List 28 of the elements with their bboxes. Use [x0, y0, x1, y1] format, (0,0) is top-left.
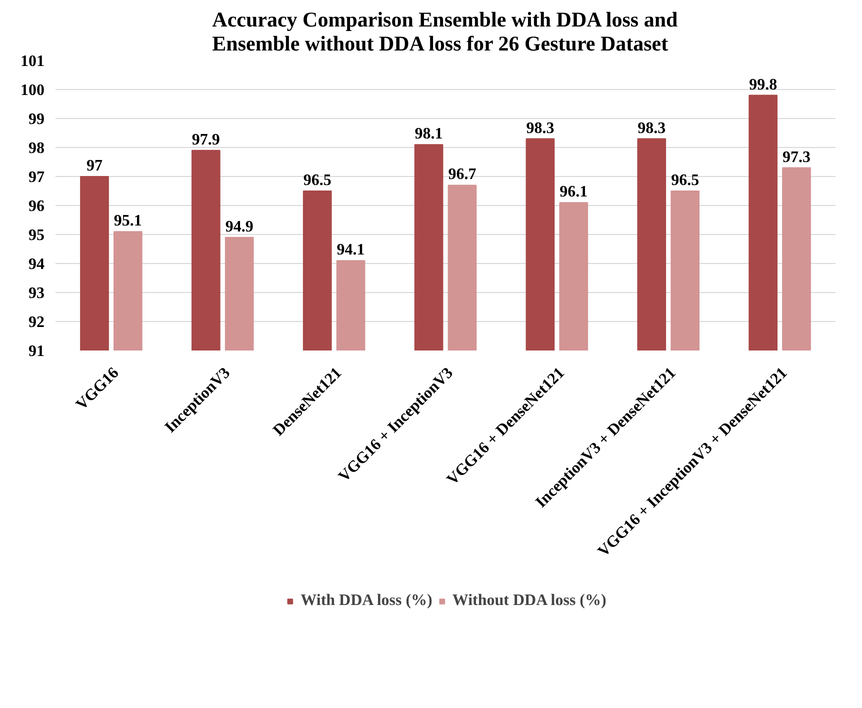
data-label: 94.9	[225, 218, 254, 236]
y-tick-label: 92	[28, 314, 44, 331]
data-label: 97	[86, 158, 102, 174]
data-label: 96.5	[303, 172, 332, 189]
y-tick-label: 91	[28, 343, 44, 360]
legend-label: Without DDA loss (%)	[452, 592, 606, 610]
y-tick-label: 101	[20, 53, 44, 70]
chart-title: Accuracy Comparison Ensemble with DDA loss and Ensemble without DDA loss for 26 Gesture Dataset	[212, 8, 678, 56]
data-label: 94.1	[336, 242, 365, 259]
y-tick-label: 94	[28, 256, 44, 273]
y-tick-label: 93	[28, 285, 44, 302]
y-tick-label: 95	[28, 227, 44, 244]
y-tick-label: 98	[28, 140, 44, 157]
data-label: 95.1	[114, 212, 142, 230]
data-label: 98.3	[638, 120, 666, 137]
y-tick-label: 97	[28, 169, 44, 186]
data-label: 98.3	[526, 120, 554, 137]
data-label: 97.9	[192, 131, 220, 148]
data-label: 97.3	[782, 148, 810, 166]
legend-label: With DDA loss (%)	[300, 592, 432, 610]
y-tick-label: 100	[20, 82, 44, 99]
data-label: 96.7	[448, 166, 476, 184]
data-label: 99.8	[749, 76, 778, 94]
y-tick-label: 96	[28, 198, 44, 215]
data-label: 98.1	[414, 126, 443, 143]
y-tick-label: 99	[28, 111, 44, 128]
data-label: 96.5	[671, 172, 700, 189]
data-label: 96.1	[560, 184, 588, 201]
